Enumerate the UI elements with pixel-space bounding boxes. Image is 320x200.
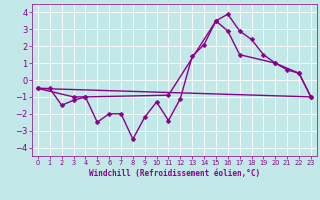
X-axis label: Windchill (Refroidissement éolien,°C): Windchill (Refroidissement éolien,°C) bbox=[89, 169, 260, 178]
